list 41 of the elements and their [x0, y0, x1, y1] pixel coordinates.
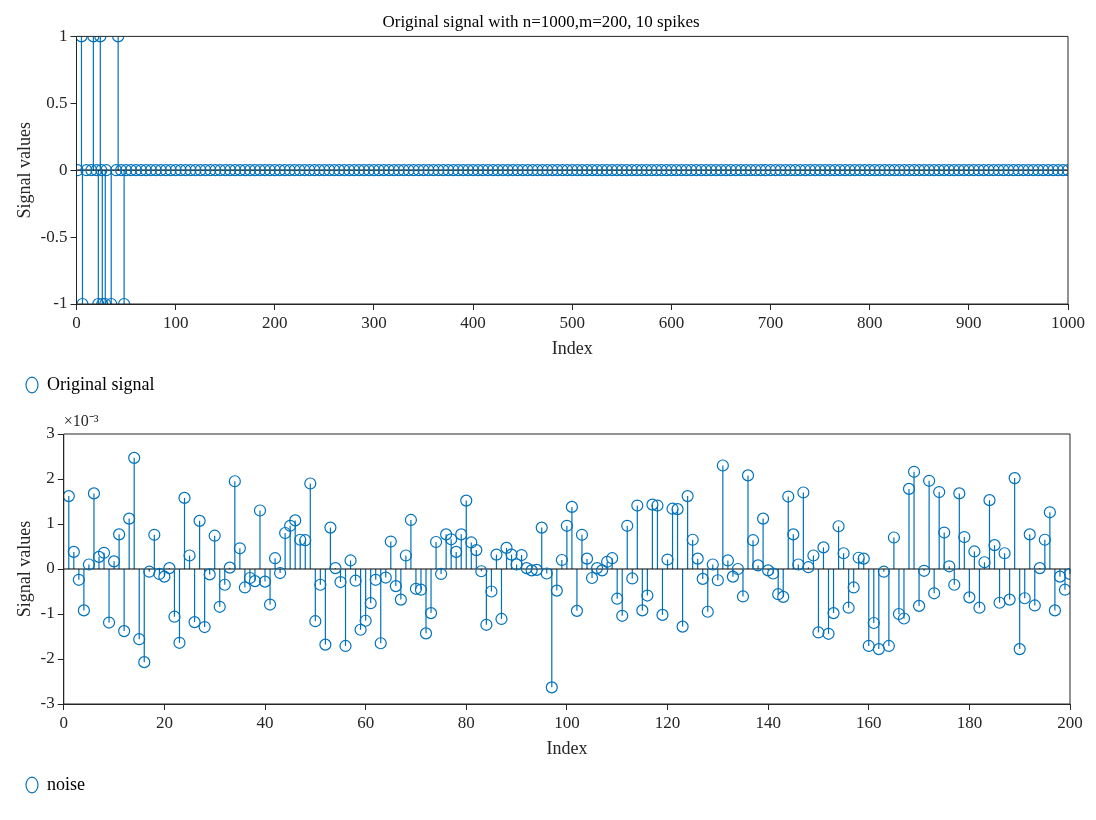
x-tick-label: 80	[457, 712, 475, 732]
y-tick-label: 0	[59, 159, 68, 179]
x-tick-label: 20	[155, 712, 173, 732]
x-tick-label: 800	[856, 312, 883, 332]
x-tick-label: 140	[755, 712, 781, 732]
y-tick-label: 1	[59, 25, 68, 45]
x-tick-label: 600	[658, 312, 685, 332]
x-tick-label: 160	[856, 712, 882, 732]
x-tick-label: 300	[361, 312, 387, 332]
x-tick-label: 200	[1057, 712, 1083, 732]
x-axis-title: Index	[551, 337, 593, 358]
x-tick-label: 900	[956, 312, 982, 332]
y-axis-title: Signal values	[13, 121, 34, 219]
y-axis-title: Signal values	[13, 520, 34, 618]
x-tick-label: 120	[654, 712, 681, 732]
x-tick-label: 60	[357, 712, 375, 732]
y-tick-label: 2	[46, 468, 55, 488]
x-tick-label: 180	[956, 712, 983, 732]
x-tick-label: 100	[162, 312, 189, 332]
x-tick-label: 100	[554, 712, 580, 732]
x-tick-label: 700	[757, 312, 784, 332]
x-tick-label: 0	[72, 312, 81, 332]
chart-title: Original signal with n=1000,m=200, 10 spikes	[382, 11, 700, 31]
y-tick-label: -3	[40, 693, 55, 713]
y-tick-label: 1	[46, 513, 55, 533]
y-tick-label: 0.5	[46, 92, 68, 112]
x-axis-title: Index	[546, 737, 588, 758]
y-tick-label: 3	[46, 423, 55, 443]
y-tick-label: -0.5	[40, 226, 68, 246]
x-tick-label: 400	[460, 312, 486, 332]
y-tick-label: 0	[46, 558, 55, 578]
y-tick-label: -1	[53, 293, 68, 313]
x-tick-label: 40	[256, 712, 274, 732]
x-tick-label: 1000	[1051, 312, 1085, 332]
legend-label: Original signal	[47, 373, 155, 394]
y-tick-label: -1	[40, 603, 55, 623]
y-tick-label: -2	[40, 648, 55, 668]
x-tick-label: 500	[559, 312, 586, 332]
x-tick-label: 200	[262, 312, 288, 332]
legend-label: noise	[47, 773, 86, 794]
text: ×10⁻³	[63, 412, 99, 430]
